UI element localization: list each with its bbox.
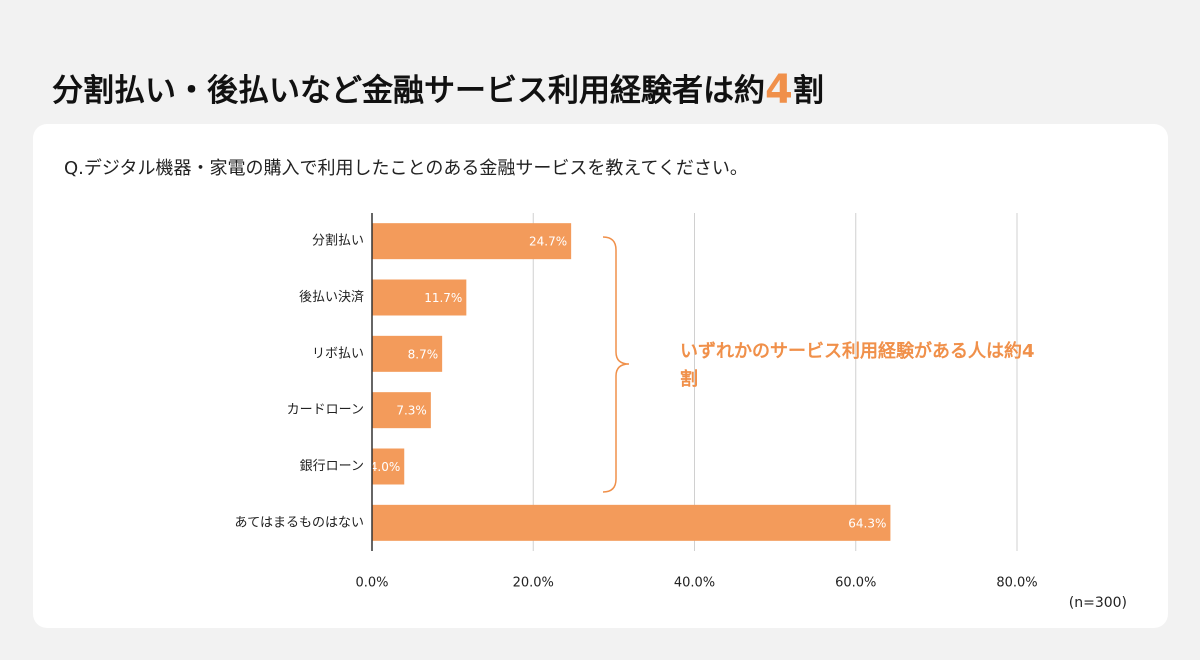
title-highlight: 4 [765, 67, 793, 113]
y-tick-label: カードローン [287, 403, 364, 418]
value-label: 4.0% [370, 460, 401, 474]
y-tick-label: リボ払い [312, 346, 364, 361]
chart-title: 分割払い・後払いなど金融サービス利用経験者は約4割 [52, 67, 824, 113]
value-label: 64.3% [848, 516, 886, 530]
value-label: 7.3% [396, 404, 427, 418]
y-tick-label: 銀行ローン [300, 459, 364, 474]
value-label: 11.7% [424, 291, 462, 305]
bar [372, 223, 572, 260]
bar [372, 504, 891, 541]
x-tick-label: 0.0% [355, 576, 388, 591]
x-tick-label: 20.0% [513, 576, 554, 591]
annotation: いずれかのサービス利用経験がある人は約4割 [680, 341, 1035, 390]
title-text: 分割払い・後払いなど金融サービス利用経験者は約 [52, 73, 765, 109]
x-tick-label: 40.0% [674, 576, 715, 591]
y-tick-label: 後払い決済 [299, 289, 364, 305]
y-tick-label: 分割払い [312, 233, 364, 249]
bracket [602, 236, 630, 493]
title-text: 割 [793, 73, 824, 109]
x-tick-label: 60.0% [835, 576, 876, 591]
subtitle: Q.デジタル機器・家電の購入で利用したことのある金融サービスを教えてください。 [64, 158, 748, 179]
bar [372, 335, 443, 372]
y-tick-label: あてはまるものはない [235, 515, 364, 530]
value-label: 8.7% [408, 347, 439, 361]
card [33, 124, 1168, 628]
bar [372, 392, 431, 429]
note: (n=300) [1069, 595, 1127, 611]
value-label: 24.7% [529, 235, 567, 249]
bar [372, 279, 467, 316]
x-tick-label: 80.0% [996, 576, 1037, 591]
bar [372, 448, 405, 485]
